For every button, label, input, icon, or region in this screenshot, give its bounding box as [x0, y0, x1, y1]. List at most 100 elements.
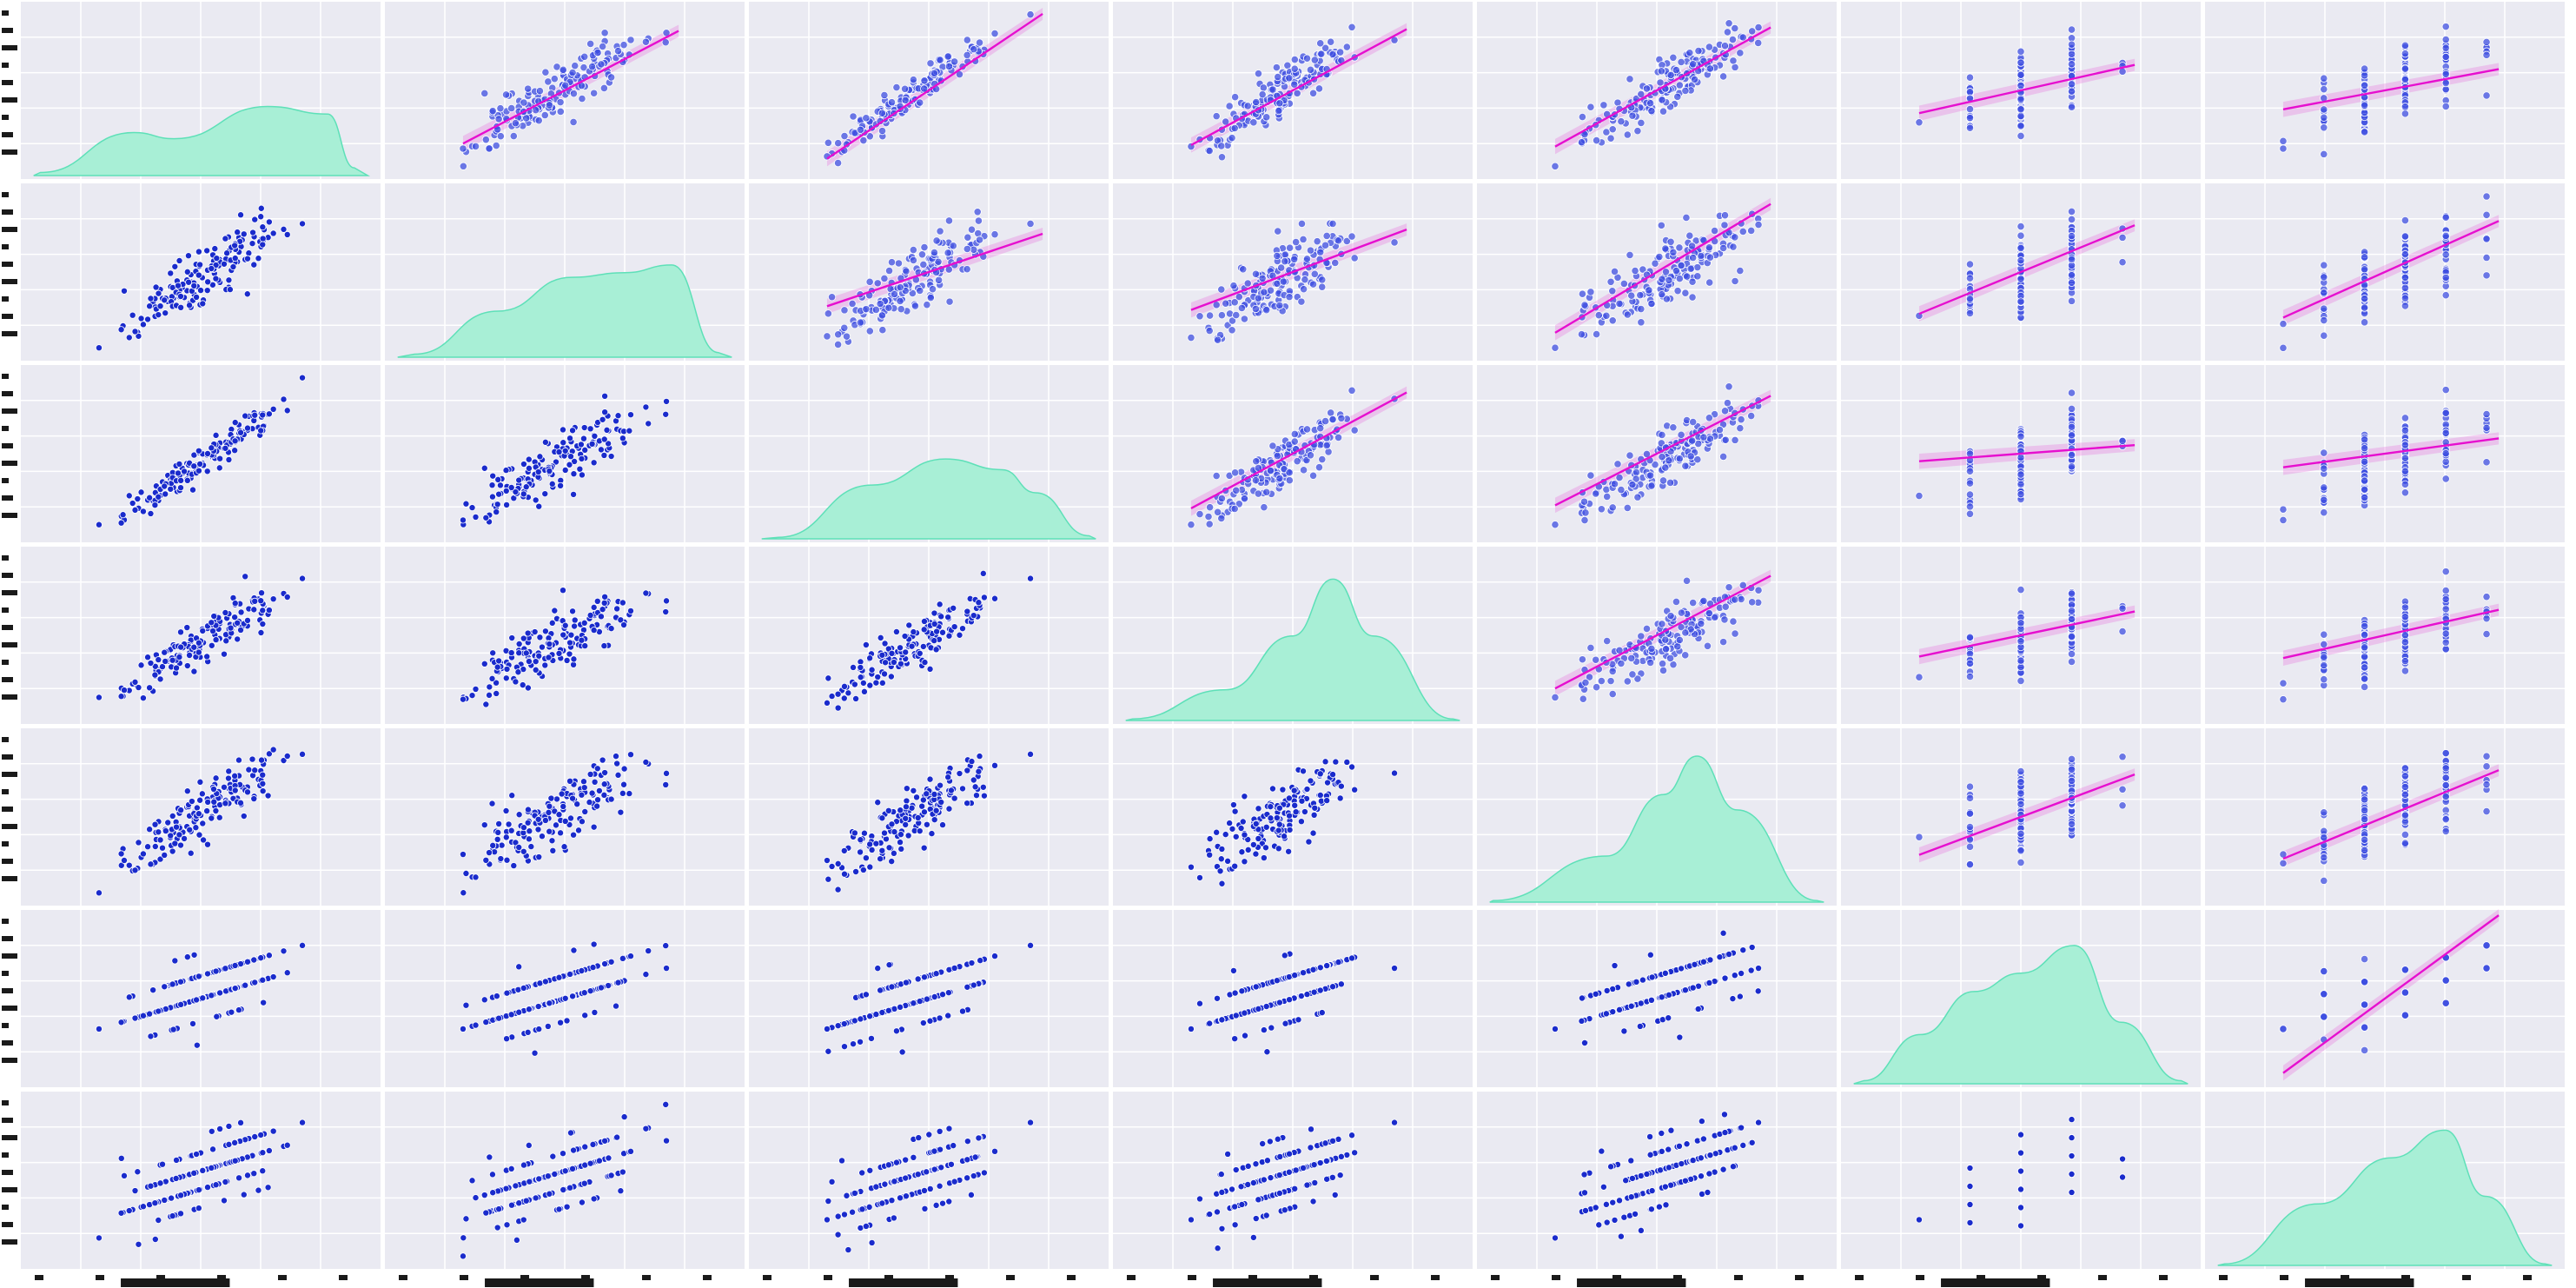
scatter-point [916, 98, 924, 107]
scatter-point [243, 290, 251, 298]
scatter-point [1597, 676, 1606, 686]
scatter-point [2401, 250, 2410, 259]
scatter-point [890, 849, 897, 857]
scatter-point [614, 771, 622, 779]
scatter-point [1322, 231, 1331, 240]
scatter-point [1686, 264, 1695, 273]
scatter-point [1736, 424, 1745, 433]
scatter-point [534, 468, 542, 476]
scatter-point [2401, 454, 2410, 462]
scatter-point [259, 241, 267, 249]
scatter-point [824, 309, 832, 318]
scatter-point [1195, 312, 1204, 321]
scatter-point [885, 844, 893, 852]
scatter-point [541, 438, 549, 446]
scatter-point [1252, 97, 1261, 107]
scatter-point [2016, 70, 2025, 79]
scatter-point [203, 653, 211, 661]
scatter-point [857, 664, 864, 672]
scatter-point [2067, 278, 2076, 287]
scatter-point [884, 303, 893, 312]
scatter-point [874, 799, 882, 807]
scatter-point [1281, 257, 1289, 266]
scatter-point [283, 407, 291, 415]
scatter-point [482, 514, 490, 521]
scatter-point [2360, 253, 2369, 262]
scatter-point [1293, 89, 1301, 97]
scatter-point [534, 116, 543, 125]
scatter-point [2067, 657, 2076, 667]
scatter-point [1705, 608, 1713, 618]
scatter-point [1290, 55, 1299, 64]
scatter-point [930, 248, 939, 257]
scatter-point [546, 641, 553, 648]
scatter-point [535, 652, 543, 660]
scatter-point [131, 678, 139, 686]
scatter-point [486, 691, 493, 699]
scatter-point [1697, 620, 1705, 628]
scatter-point [2067, 271, 2076, 280]
scatter-point [2320, 315, 2328, 325]
scatter-point [930, 790, 938, 798]
scatter-point [183, 268, 191, 276]
scatter-point [237, 211, 245, 219]
scatter-point [2320, 74, 2328, 83]
scatter-point [877, 127, 887, 136]
scatter-point [2401, 441, 2410, 449]
scatter-point [566, 777, 574, 785]
scatter-point [974, 216, 983, 225]
scatter-point [175, 282, 182, 289]
scatter-point [1249, 840, 1257, 848]
scatter-point [2401, 75, 2410, 84]
scatter-point [155, 656, 162, 664]
scatter-point [1675, 81, 1684, 90]
regression-line [1190, 28, 1407, 146]
scatter-point [199, 300, 207, 308]
scatter-point [2279, 679, 2288, 687]
scatter-point [1301, 808, 1308, 816]
scatter-point [186, 302, 194, 309]
scatter-point [923, 301, 931, 309]
scatter-point [1309, 829, 1317, 837]
scatter-point [599, 756, 606, 764]
scatter-point [545, 654, 553, 661]
scatter-point [269, 595, 277, 603]
scatter-point [1238, 848, 1246, 856]
scatter-point [2401, 294, 2410, 302]
scatter-point [862, 305, 871, 314]
panel-r5-c3 [749, 728, 1109, 906]
scatter-point [193, 804, 201, 812]
panel-r2-c6 [1841, 183, 2201, 361]
scatter-point [2016, 432, 2025, 441]
scatter-point [905, 621, 913, 629]
scatter-point [851, 829, 858, 837]
scatter-point [834, 704, 842, 712]
scatter-point [2016, 676, 2025, 686]
scatter-point [852, 868, 860, 876]
scatter-point [2016, 222, 2025, 231]
scatter-point [1688, 293, 1697, 302]
scatter-point [593, 802, 601, 810]
scatter-point [1637, 118, 1646, 128]
scatter-point [1693, 272, 1702, 281]
panel-r5-c4 [1113, 728, 1473, 906]
scatter-point [1632, 468, 1641, 476]
scatter-point [1720, 42, 1730, 50]
scatter-point [1255, 834, 1262, 842]
scatter-point [196, 261, 204, 269]
scatter-point [173, 823, 181, 831]
scatter-point [1286, 812, 1294, 820]
panel-r1-c3 [749, 2, 1109, 179]
scatter-point [571, 62, 579, 70]
scatter-point [872, 840, 880, 847]
scatter-point [891, 828, 898, 836]
scatter-point [1658, 290, 1666, 299]
scatter-point [581, 807, 589, 815]
scatter-point [840, 870, 848, 878]
scatter-point [862, 641, 870, 648]
scatter-point [587, 63, 597, 71]
scatter-point [600, 642, 608, 650]
scatter-point [95, 344, 103, 352]
panel-r5-c2 [385, 728, 745, 906]
scatter-point [823, 699, 831, 707]
